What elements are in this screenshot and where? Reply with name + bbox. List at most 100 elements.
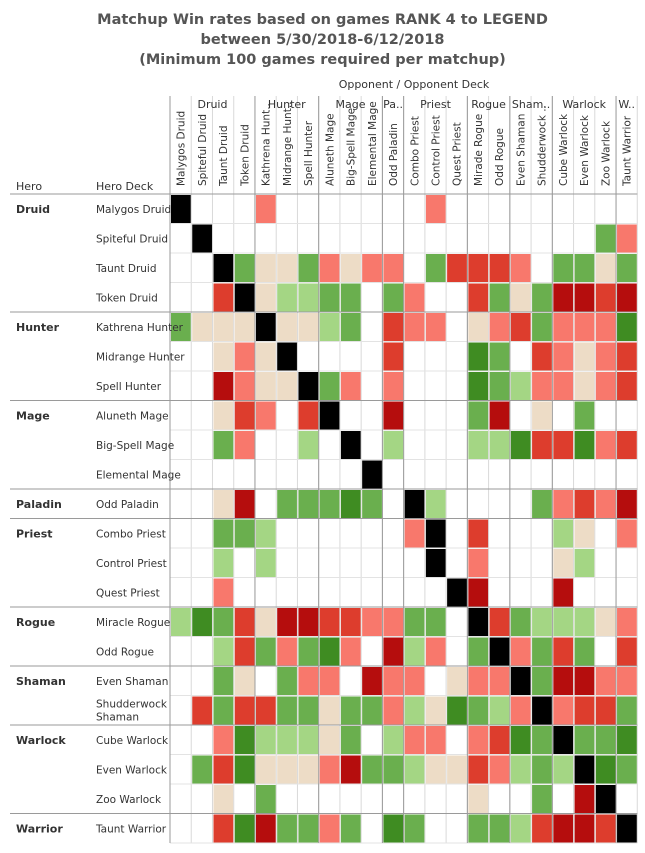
heatmap-cell	[404, 519, 425, 548]
heatmap-cell	[617, 755, 637, 784]
opponent-class-label: Hunter	[268, 98, 306, 111]
hero-deck-label: Big-Spell Mage	[96, 440, 174, 452]
heatmap-cell	[468, 637, 489, 666]
heatmap-cell	[192, 755, 212, 784]
heatmap-cell	[425, 549, 446, 577]
hero-deck-label: Cube Warlock	[96, 735, 169, 747]
heatmap-cell	[404, 726, 425, 754]
hero-deck-label: Shudderwock Shaman	[96, 698, 168, 723]
heatmap-cell	[255, 372, 276, 400]
heatmap-cell	[468, 431, 489, 459]
heatmap-cell	[383, 726, 404, 754]
heatmap-cell	[319, 696, 340, 725]
heatmap-cell	[574, 785, 595, 813]
heatmap-cell	[383, 372, 404, 400]
heatmap-cell	[447, 667, 467, 695]
heatmap-cell	[574, 755, 595, 784]
hero-deck-label: Miracle Rogue	[96, 617, 170, 629]
heatmap-cell	[574, 637, 595, 666]
hero-deck-label: Kathrena Hunter	[96, 322, 184, 334]
hero-deck-label: Midrange Hunter	[96, 351, 185, 363]
heatmap-cell	[319, 490, 340, 518]
heatmap-cell	[319, 283, 340, 312]
heatmap-cell	[213, 490, 234, 518]
heatmap-cell	[213, 814, 234, 843]
heatmap-cell	[234, 519, 255, 548]
opponent-deck-label: Aluneth Mage	[324, 113, 336, 186]
cell-layer	[171, 195, 637, 843]
heatmap-cell	[383, 313, 404, 341]
opponent-deck-label: Malygos Druid	[176, 111, 188, 186]
heatmap-cell	[510, 814, 531, 843]
heatmap-cell	[617, 696, 637, 725]
heatmap-cell	[404, 637, 425, 666]
heatmap-cell	[553, 549, 574, 577]
hero-class-label: Druid	[16, 203, 50, 216]
heatmap-cell	[255, 726, 276, 754]
heatmap-cell	[617, 283, 637, 312]
opponent-class-label: Druid	[197, 98, 227, 111]
heatmap-cell	[213, 254, 234, 282]
heatmap-cell	[340, 814, 361, 843]
heatmap-cell	[213, 578, 234, 607]
heatmap-cell	[468, 283, 489, 312]
heatmap-cell	[404, 755, 425, 784]
heatmap-cell	[319, 401, 340, 430]
heatmap-cell	[234, 313, 255, 341]
heatmap-cell	[468, 578, 489, 607]
heatmap-cell	[489, 608, 510, 636]
heatmap-cell	[595, 814, 616, 843]
heatmap-cell	[489, 254, 510, 282]
heatmap-cell	[213, 431, 234, 459]
heatmap-cell	[362, 755, 382, 784]
heatmap-cell	[553, 667, 574, 695]
heatmap-cell	[425, 254, 446, 282]
heatmap-cell	[213, 667, 234, 695]
heatmap-cell	[192, 224, 212, 253]
heatmap-cell	[532, 637, 552, 666]
hero-deck-label: Spell Hunter	[96, 381, 162, 393]
heatmap-cell	[255, 637, 276, 666]
heatmap-cell	[532, 490, 552, 518]
heatmap-cell	[277, 313, 297, 341]
heatmap-cell	[234, 283, 255, 312]
heatmap-cell	[255, 254, 276, 282]
heatmap-cell	[277, 283, 297, 312]
heatmap-cell	[234, 637, 255, 666]
heatmap-cell	[425, 696, 446, 725]
heatmap-cell	[468, 755, 489, 784]
heatmap-cell	[489, 431, 510, 459]
heatmap-cell	[553, 519, 574, 548]
opponent-deck-label: Taunt Druid	[218, 125, 230, 187]
heatmap-cell	[213, 313, 234, 341]
heatmap-cell	[510, 696, 531, 725]
opponent-class-label: Sham..	[512, 98, 550, 111]
heatmap-cell	[574, 608, 595, 636]
heatmap-cell	[617, 431, 637, 459]
heatmap-cell	[425, 195, 446, 223]
heatmap-cell	[362, 460, 382, 489]
heatmap-cell	[340, 313, 361, 341]
hero-deck-label: Control Priest	[96, 558, 167, 570]
heatmap-cell	[574, 726, 595, 754]
heatmap-cell	[425, 726, 446, 754]
chart-title-line-3: (Minimum 100 games required per matchup)	[139, 52, 506, 68]
heatmap-cell	[510, 283, 531, 312]
heatmap-cell	[617, 372, 637, 400]
opponent-deck-label: Even Warlock	[579, 114, 591, 186]
heatmap-cell	[213, 785, 234, 813]
heatmap-cell	[617, 313, 637, 341]
heatmap-cell	[213, 608, 234, 636]
heatmap-cell	[319, 667, 340, 695]
hero-deck-label: Malygos Druid	[96, 204, 171, 216]
heatmap-cell	[234, 401, 255, 430]
heatmap-cell	[595, 224, 616, 253]
hero-deck-label: Odd Rogue	[96, 646, 154, 658]
heatmap-cell	[255, 342, 276, 371]
heatmap-cell	[298, 814, 319, 843]
heatmap-cell	[468, 313, 489, 341]
heatmap-cell	[489, 372, 510, 400]
heatmap-cell	[277, 254, 297, 282]
heatmap-cell	[319, 726, 340, 754]
